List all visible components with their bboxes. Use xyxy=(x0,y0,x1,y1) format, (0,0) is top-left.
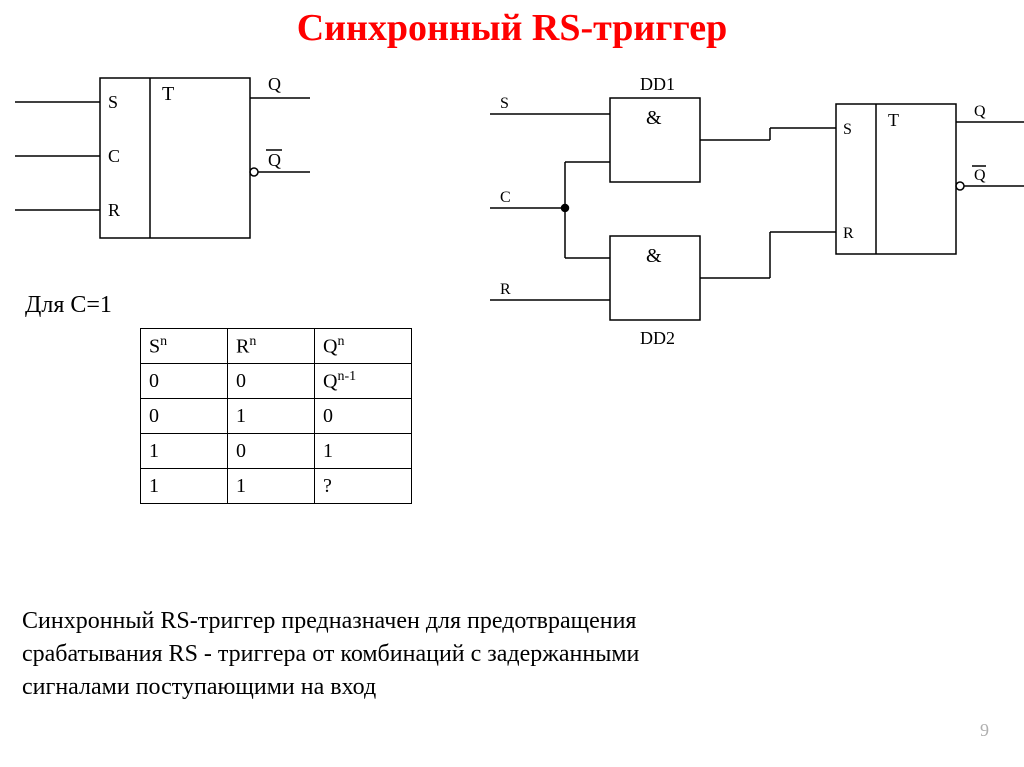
svg-text:DD1: DD1 xyxy=(640,74,675,94)
page-number: 9 xyxy=(980,720,989,741)
table-row: 00Qn-1 xyxy=(141,364,412,399)
svg-text:&: & xyxy=(646,245,662,267)
description-line: сигналами поступающими на вход xyxy=(22,671,639,704)
table-cell: 1 xyxy=(228,399,315,434)
svg-text:R: R xyxy=(108,200,120,220)
svg-text:T: T xyxy=(888,110,899,130)
description-line: Синхронный RS-триггер предназначен для п… xyxy=(22,605,639,638)
description-text: Синхронный RS-триггер предназначен для п… xyxy=(22,605,639,704)
truth-table: SnRnQn00Qn-101010111? xyxy=(140,328,412,504)
table-cell: Rn xyxy=(228,329,315,364)
svg-text:Q: Q xyxy=(974,103,986,120)
table-row: SnRnQn xyxy=(141,329,412,364)
svg-text:Q: Q xyxy=(268,74,281,94)
table-cell: 1 xyxy=(141,434,228,469)
description-line: срабатывания RS - триггера от комбинаций… xyxy=(22,638,639,671)
table-cell: 0 xyxy=(141,364,228,399)
table-row: 010 xyxy=(141,399,412,434)
table-cell: 0 xyxy=(141,399,228,434)
table-cell: 0 xyxy=(228,364,315,399)
svg-text:DD2: DD2 xyxy=(640,328,675,348)
svg-text:R: R xyxy=(843,225,854,242)
svg-text:R: R xyxy=(500,281,511,298)
svg-text:C: C xyxy=(108,146,120,166)
table-row: 101 xyxy=(141,434,412,469)
table-cell: Qn-1 xyxy=(315,364,412,399)
svg-text:C: C xyxy=(500,189,511,206)
table-cell: 0 xyxy=(228,434,315,469)
svg-text:S: S xyxy=(108,92,118,112)
table-cell: 1 xyxy=(315,434,412,469)
svg-text:S: S xyxy=(843,121,852,138)
table-cell: 0 xyxy=(315,399,412,434)
table-cell: ? xyxy=(315,469,412,504)
svg-text:S: S xyxy=(500,95,509,112)
table-cell: 1 xyxy=(228,469,315,504)
table-cell: Sn xyxy=(141,329,228,364)
svg-text:&: & xyxy=(646,107,662,129)
table-row: 11? xyxy=(141,469,412,504)
svg-text:Q: Q xyxy=(268,150,281,170)
table-cell: Qn xyxy=(315,329,412,364)
svg-text:T: T xyxy=(162,83,174,105)
table-cell: 1 xyxy=(141,469,228,504)
svg-text:Q: Q xyxy=(974,167,986,184)
